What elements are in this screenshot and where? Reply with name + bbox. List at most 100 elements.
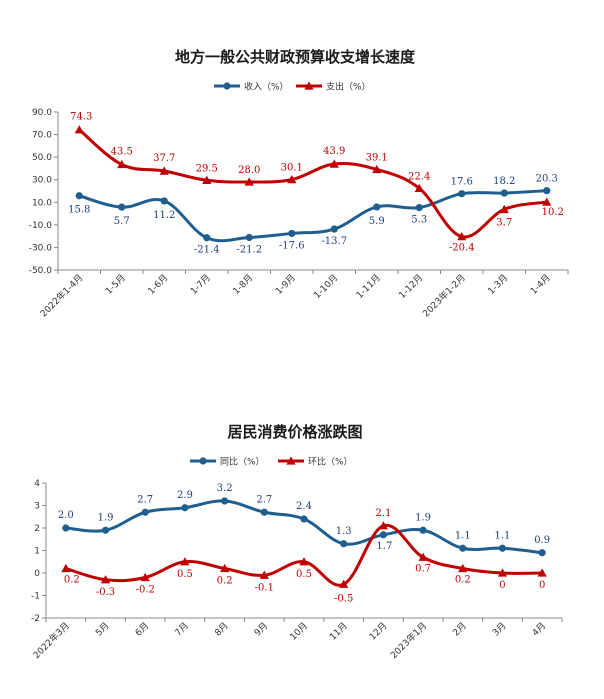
data-label: 3.7 — [496, 217, 512, 228]
legend-entry: 同比（%） — [220, 456, 265, 468]
legend-entry: 环比（%） — [308, 456, 353, 468]
x-tick-label: 1-12月 — [397, 272, 426, 301]
data-label: 1.9 — [98, 512, 114, 523]
data-point — [300, 515, 308, 523]
fiscal-growth-chart: 地方一般公共财政预算收支增长速度 收入（%） 支出（%） 90.0 70.0 50.0… — [29, 48, 569, 320]
x-tick-label: 6月 — [133, 620, 151, 638]
x-tick-label: 1-7月 — [188, 272, 213, 297]
x-tick-label: 1-10月 — [312, 272, 341, 301]
data-point — [537, 568, 547, 577]
data-label: 3.2 — [217, 483, 233, 494]
data-point — [458, 563, 468, 573]
data-point — [340, 540, 348, 548]
data-point — [74, 125, 84, 134]
x-tick-label: 1-11月 — [354, 272, 383, 301]
data-point — [118, 203, 126, 211]
data-label: 15.8 — [68, 205, 90, 216]
x-tick-label: 5月 — [93, 620, 111, 638]
data-point — [220, 563, 230, 573]
data-point — [542, 197, 552, 206]
data-label: 0.5 — [177, 569, 193, 580]
x-tick-label: 1-3月 — [486, 272, 511, 297]
data-point — [288, 229, 296, 238]
x-tick-label: 7月 — [173, 620, 191, 638]
data-label: 5.7 — [114, 216, 130, 227]
data-label: 18.2 — [493, 176, 515, 187]
data-point — [159, 166, 169, 175]
data-point — [500, 189, 508, 197]
data-label: -21.2 — [236, 244, 262, 255]
legend-marker — [286, 456, 296, 465]
chart2-plot: 2.0 1.9 2.7 2.9 3.2 2.7 2.4 1.3 1.7 1.9 1.1 1.1 0.9 0… — [58, 483, 550, 604]
data-label: 0.5 — [296, 569, 312, 580]
data-label: 0.2 — [455, 575, 471, 586]
data-point — [497, 568, 508, 577]
x-tick-label: 1-9月 — [273, 272, 298, 297]
data-label: 5.9 — [369, 216, 385, 227]
x-tick-label: 8月 — [213, 620, 231, 638]
data-point — [221, 497, 229, 505]
data-label: 1.9 — [415, 512, 431, 523]
data-point — [245, 233, 253, 242]
data-label: 39.1 — [366, 152, 388, 163]
data-label: 20.3 — [536, 174, 558, 185]
y-tick-label: 30.0 — [32, 176, 52, 186]
data-point — [287, 175, 297, 184]
data-label: 1.3 — [336, 526, 352, 537]
data-label: 29.5 — [196, 163, 218, 174]
y-tick-label: 10.0 — [32, 198, 52, 208]
data-point — [458, 190, 466, 198]
data-label: 2.4 — [296, 501, 312, 512]
data-label: 30.1 — [281, 163, 303, 174]
x-tick-label: 2023年1月 — [388, 620, 429, 661]
data-point — [329, 159, 339, 168]
data-point — [181, 504, 189, 512]
x-tick-label: 1-5月 — [103, 272, 128, 297]
x-tick-label: 2022年3月 — [31, 620, 72, 661]
data-point — [160, 197, 168, 205]
data-point — [372, 164, 382, 174]
y-tick-label: 1 — [34, 547, 40, 557]
y-tick-label: 4 — [34, 479, 40, 489]
x-tick-label: 4月 — [530, 620, 548, 638]
data-point — [414, 183, 424, 192]
x-tick-label: 1-8月 — [231, 272, 256, 297]
data-point — [415, 203, 423, 212]
series-line — [77, 128, 549, 239]
data-point — [339, 579, 349, 588]
data-point — [499, 204, 509, 214]
chart2-legend: 同比（%） 环比（%） — [190, 456, 353, 468]
data-point — [498, 544, 507, 552]
data-point — [117, 159, 127, 169]
data-label: 43.9 — [323, 146, 345, 157]
legend-entry: 收入（%） — [244, 81, 289, 93]
y-tick-label: 3 — [34, 502, 40, 512]
data-point — [260, 508, 268, 516]
y-tick-label: 50.0 — [32, 153, 52, 163]
chart2-title: 居民消费价格涨跌图 — [227, 423, 362, 441]
chart1-title: 地方一般公共财政预算收支增长速度 — [175, 48, 416, 66]
legend-marker — [223, 82, 231, 90]
y-tick-label: -30.0 — [29, 243, 53, 253]
x-tick-label: 2022年1-4月 — [38, 272, 86, 320]
chart1-axes: 90.0 70.0 50.0 30.0 10.0 -10.0 -30.0 -50.02022年… — [29, 108, 569, 320]
data-point — [259, 570, 269, 579]
data-label: -0.5 — [334, 593, 353, 604]
data-label: 22.4 — [408, 171, 430, 182]
data-point — [538, 549, 546, 557]
y-tick-label: 70.0 — [32, 131, 52, 141]
y-tick-label: 0 — [34, 569, 40, 579]
x-tick-label: 2月 — [451, 620, 469, 638]
data-point — [180, 557, 190, 566]
data-label: -0.1 — [255, 582, 274, 593]
data-point — [202, 175, 212, 184]
data-point — [378, 521, 388, 530]
data-label: -0.3 — [96, 587, 115, 598]
data-label: 0 — [539, 580, 545, 591]
legend-marker — [199, 457, 207, 465]
data-point — [299, 557, 309, 566]
data-label: 2.9 — [177, 490, 193, 501]
data-label: 0.7 — [415, 563, 431, 574]
data-label: -13.7 — [321, 236, 347, 247]
